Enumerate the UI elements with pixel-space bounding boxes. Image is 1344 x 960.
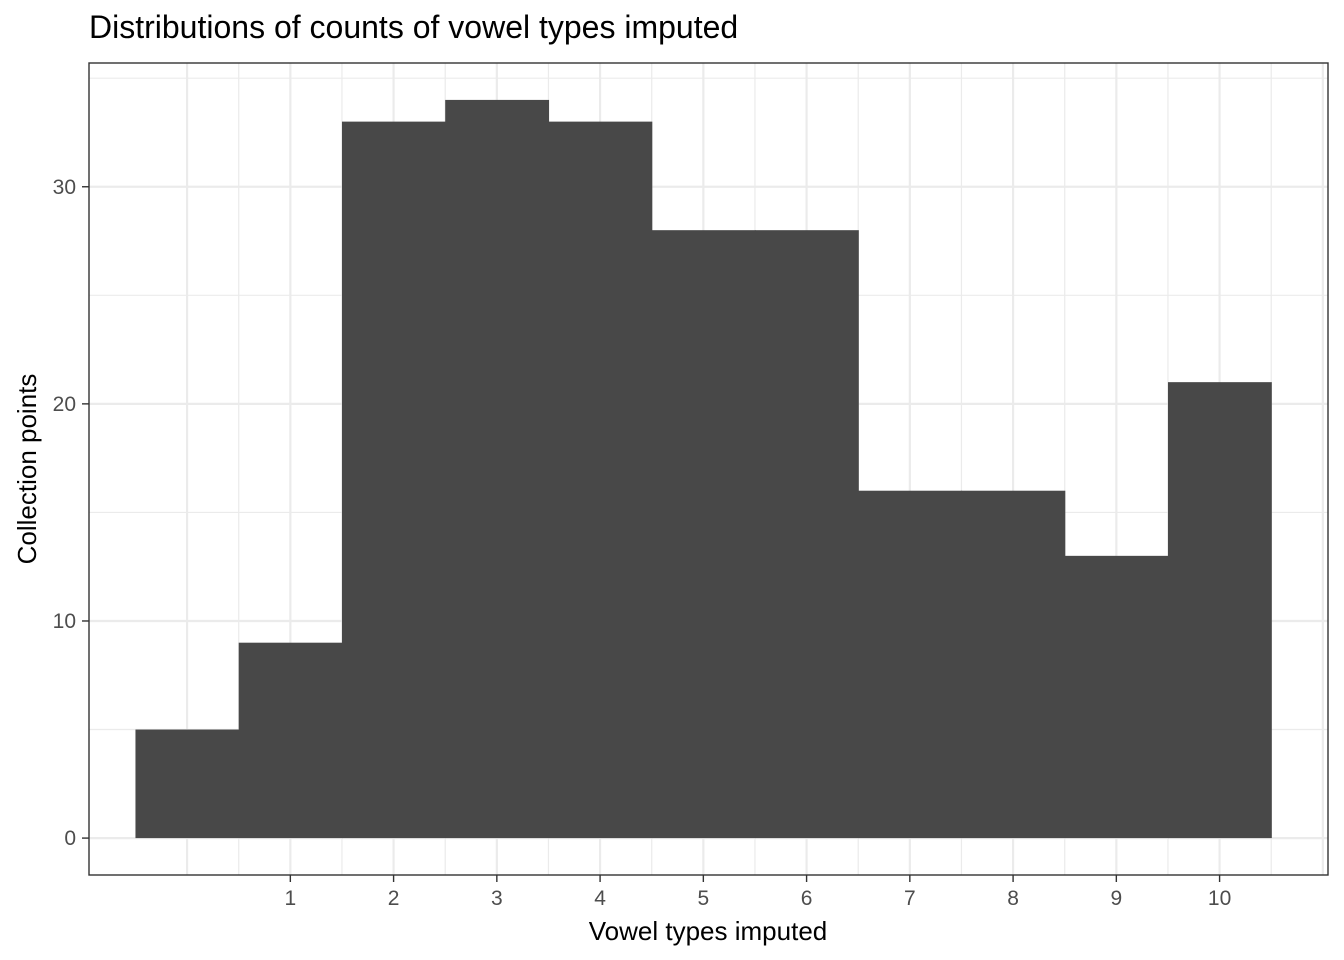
x-tick-label: 7 xyxy=(904,887,916,910)
x-tick-label: 8 xyxy=(1007,887,1019,910)
histogram-bar xyxy=(445,99,550,839)
x-axis: 1 2 3 4 5 6 7 8 9 10 xyxy=(284,875,1231,910)
bars xyxy=(135,99,1272,839)
histogram-bar xyxy=(341,121,446,839)
x-tick-label: 1 xyxy=(284,887,296,910)
x-tick-label: 4 xyxy=(594,887,606,910)
histogram-bar xyxy=(754,230,859,839)
y-axis: 0 10 20 30 xyxy=(53,176,89,850)
histogram-bar xyxy=(961,490,1066,839)
y-tick-label: 0 xyxy=(64,827,76,850)
histogram-bar xyxy=(858,490,963,839)
y-tick-label: 20 xyxy=(53,393,76,416)
x-tick-label: 9 xyxy=(1110,887,1122,910)
histogram-bar xyxy=(548,121,653,839)
x-tick-label: 6 xyxy=(801,887,813,910)
x-axis-title: Vowel types imputed xyxy=(589,916,827,946)
x-tick-label: 2 xyxy=(388,887,400,910)
panel-border xyxy=(88,62,1329,876)
x-tick-label: 5 xyxy=(697,887,709,910)
chart-title: Distributions of counts of vowel types i… xyxy=(89,9,738,45)
histogram-bar xyxy=(1064,555,1169,839)
x-tick-label: 10 xyxy=(1208,887,1231,910)
histogram-bar xyxy=(1167,382,1272,839)
histogram-bar xyxy=(238,642,343,839)
y-tick-label: 30 xyxy=(53,176,76,199)
histogram-bar xyxy=(651,230,756,839)
x-tick-label: 3 xyxy=(491,887,503,910)
histogram-bar xyxy=(135,729,240,839)
y-axis-title: Collection points xyxy=(12,374,42,565)
y-tick-label: 10 xyxy=(53,610,76,633)
